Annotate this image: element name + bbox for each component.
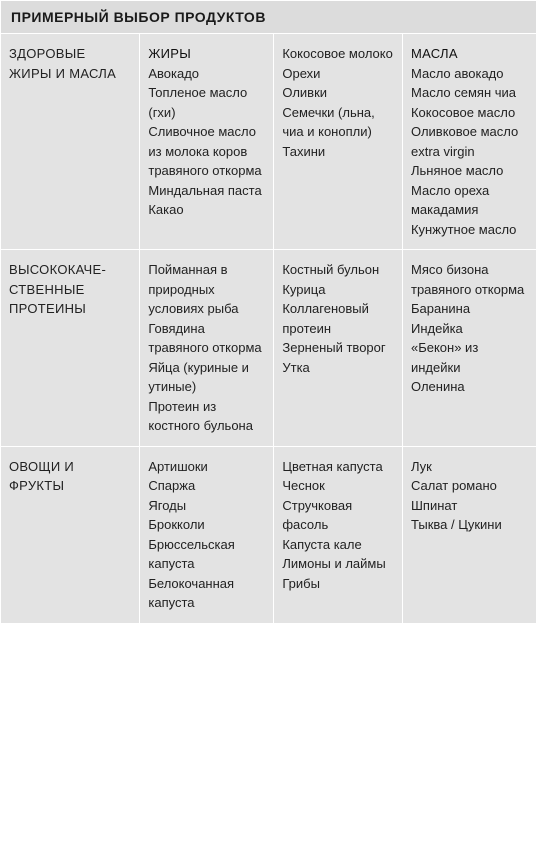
food-item: Кокосовое молоко: [282, 44, 394, 64]
food-item: Тыква / Цукини: [411, 515, 528, 535]
food-item: Артишоки: [148, 457, 265, 477]
food-item: Грибы: [282, 574, 394, 594]
food-item: Брокколи: [148, 515, 265, 535]
food-item: Мясо бизона травяного откорма: [411, 260, 528, 299]
food-item: Топленое масло (гхи): [148, 83, 265, 122]
food-item: Говядина травяного откорма: [148, 319, 265, 358]
food-item: Шпинат: [411, 496, 528, 516]
table-cell: Кокосовое молокоОрехиОливкиСемечки (льна…: [274, 34, 403, 250]
food-item: Оленина: [411, 377, 528, 397]
food-item: Протеин из костного бульона: [148, 397, 265, 436]
food-item: Курица: [282, 280, 394, 300]
table-row: ОВОЩИ И ФРУКТЫАртишокиСпаржаЯгодыБроккол…: [1, 446, 537, 623]
table-cell: Мясо бизона травяного откормаБаранинаИнд…: [402, 250, 536, 447]
table-cell: Пойманная в природных условиях рыбаГовяд…: [140, 250, 274, 447]
food-item: Яйца (куриные и утиные): [148, 358, 265, 397]
table-cell: Костный бульонКурицаКоллагеновый протеин…: [274, 250, 403, 447]
food-item: Цветная капуста: [282, 457, 394, 477]
food-item: Брюссельская капуста: [148, 535, 265, 574]
food-item: Индейка: [411, 319, 528, 339]
food-item: Масло авокадо: [411, 64, 528, 84]
food-item: Семечки (льна, чиа и конопли): [282, 103, 394, 142]
cell-subheader: МАСЛА: [411, 44, 528, 64]
table-cell: АртишокиСпаржаЯгодыБрокколиБрюссельская …: [140, 446, 274, 623]
food-item: Капуста кале: [282, 535, 394, 555]
food-table: ПРИМЕРНЫЙ ВЫБОР ПРОДУКТОВ ЗДОРОВЫЕ ЖИРЫ …: [0, 0, 537, 624]
food-item: Стручковая фасоль: [282, 496, 394, 535]
food-item: Спаржа: [148, 476, 265, 496]
food-item: Ягоды: [148, 496, 265, 516]
food-item: Костный бульон: [282, 260, 394, 280]
table-cell: МАСЛАМасло авокадоМасло семян чиаКокосов…: [402, 34, 536, 250]
row-label: ОВОЩИ И ФРУКТЫ: [1, 446, 140, 623]
food-item: Оливковое масло extra virgin: [411, 122, 528, 161]
table-row: ЗДОРОВЫЕ ЖИРЫ И МАСЛАЖИРЫАвокадоТопленое…: [1, 34, 537, 250]
food-item: Оливки: [282, 83, 394, 103]
table-cell: Цветная капустаЧеснокСтручковая фасольКа…: [274, 446, 403, 623]
food-item: Сливочное масло из молока коров травяног…: [148, 122, 265, 181]
food-item: Миндальная паста: [148, 181, 265, 201]
food-item: Орехи: [282, 64, 394, 84]
title-row: ПРИМЕРНЫЙ ВЫБОР ПРОДУКТОВ: [1, 1, 537, 34]
food-item: Какао: [148, 200, 265, 220]
food-item: Лимоны и лаймы: [282, 554, 394, 574]
table-title: ПРИМЕРНЫЙ ВЫБОР ПРОДУКТОВ: [1, 1, 537, 34]
table-row: ВЫСОКОКАЧЕ-СТВЕННЫЕ ПРОТЕИНЫПойманная в …: [1, 250, 537, 447]
table-cell: ЖИРЫАвокадоТопленое масло (гхи)Сливочное…: [140, 34, 274, 250]
row-label: ЗДОРОВЫЕ ЖИРЫ И МАСЛА: [1, 34, 140, 250]
food-item: Баранина: [411, 299, 528, 319]
food-item: Кокосовое масло: [411, 103, 528, 123]
food-item: Масло ореха макадамия: [411, 181, 528, 220]
food-item: Тахини: [282, 142, 394, 162]
food-item: Утка: [282, 358, 394, 378]
food-item: «Бекон» из индейки: [411, 338, 528, 377]
food-item: Чеснок: [282, 476, 394, 496]
food-item: Пойманная в природных условиях рыба: [148, 260, 265, 319]
food-item: Лук: [411, 457, 528, 477]
food-item: Льняное масло: [411, 161, 528, 181]
cell-subheader: ЖИРЫ: [148, 44, 265, 64]
food-item: Зерненый творог: [282, 338, 394, 358]
row-label: ВЫСОКОКАЧЕ-СТВЕННЫЕ ПРОТЕИНЫ: [1, 250, 140, 447]
food-item: Масло семян чиа: [411, 83, 528, 103]
food-item: Коллагеновый протеин: [282, 299, 394, 338]
food-item: Белокочанная капуста: [148, 574, 265, 613]
table-cell: ЛукСалат романоШпинатТыква / Цукини: [402, 446, 536, 623]
food-item: Кунжутное масло: [411, 220, 528, 240]
food-item: Авокадо: [148, 64, 265, 84]
food-item: Салат романо: [411, 476, 528, 496]
